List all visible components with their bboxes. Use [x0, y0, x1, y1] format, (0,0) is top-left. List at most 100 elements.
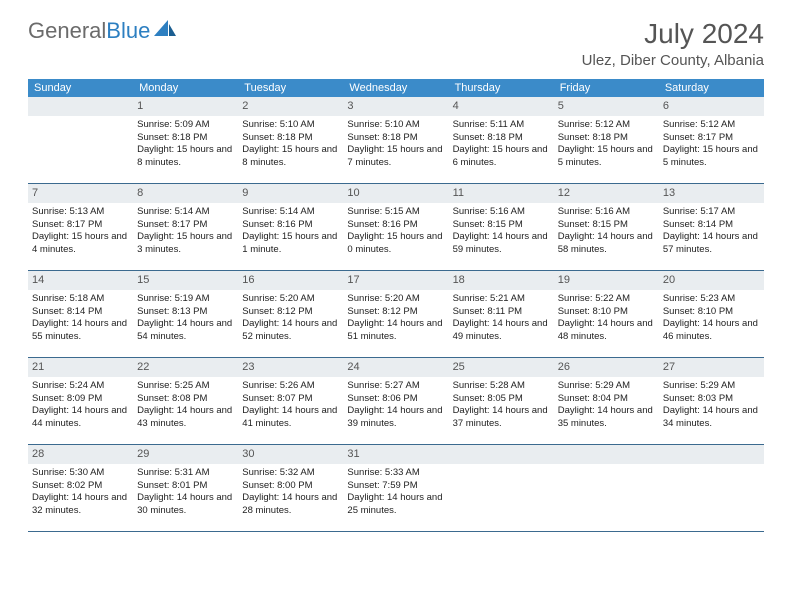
day-number: 22 — [133, 358, 238, 377]
sunrise-text: Sunrise: 5:16 AM — [558, 206, 655, 219]
sunrise-text: Sunrise: 5:24 AM — [32, 380, 129, 393]
daylight-text: Daylight: 14 hours and 37 minutes. — [453, 405, 550, 431]
sunrise-text: Sunrise: 5:32 AM — [242, 467, 339, 480]
day-cell: 13Sunrise: 5:17 AMSunset: 8:14 PMDayligh… — [659, 184, 764, 270]
logo: GeneralBlue — [28, 18, 176, 44]
day-number: 13 — [659, 184, 764, 203]
sunset-text: Sunset: 8:18 PM — [347, 132, 444, 145]
weekday-thu: Thursday — [449, 79, 554, 97]
day-cell: 24 Sunrise: 5:27 AMSunset: 8:06 PMDayligh… — [343, 358, 448, 444]
sunset-text: Sunset: 8:04 PM — [558, 393, 655, 406]
day-number: 14 — [28, 271, 133, 290]
sunrise-text: Sunrise: 5:20 AM — [242, 293, 339, 306]
day-number: 30 — [238, 445, 343, 464]
logo-text: GeneralBlue — [28, 18, 150, 44]
sunset-text: Sunset: 8:18 PM — [453, 132, 550, 145]
sunset-text: Sunset: 8:06 PM — [347, 393, 444, 406]
week-row: 1Sunrise: 5:09 AMSunset: 8:18 PMDaylight… — [28, 97, 764, 184]
daylight-text: Daylight: 15 hours and 5 minutes. — [558, 144, 655, 170]
sunset-text: Sunset: 8:14 PM — [663, 219, 760, 232]
daylight-text: Daylight: 15 hours and 8 minutes. — [242, 144, 339, 170]
day-number: 31 — [343, 445, 448, 464]
logo-text-gray: General — [28, 18, 106, 43]
day-number: 19 — [554, 271, 659, 290]
sunset-text: Sunset: 8:18 PM — [242, 132, 339, 145]
daylight-text: Daylight: 14 hours and 39 minutes. — [347, 405, 444, 431]
day-number: 6 — [659, 97, 764, 116]
sunset-text: Sunset: 8:02 PM — [32, 480, 129, 493]
day-cell: 6Sunrise: 5:12 AMSunset: 8:17 PMDaylight… — [659, 97, 764, 183]
sunset-text: Sunset: 8:13 PM — [137, 306, 234, 319]
sunset-text: Sunset: 8:14 PM — [32, 306, 129, 319]
sunrise-text: Sunrise: 5:17 AM — [663, 206, 760, 219]
day-cell: 27Sunrise: 5:29 AMSunset: 8:03 PMDayligh… — [659, 358, 764, 444]
day-cell: 15Sunrise: 5:19 AMSunset: 8:13 PMDayligh… — [133, 271, 238, 357]
day-cell: 12Sunrise: 5:16 AMSunset: 8:15 PMDayligh… — [554, 184, 659, 270]
day-cell — [28, 97, 133, 183]
day-cell — [659, 445, 764, 531]
sunset-text: Sunset: 8:16 PM — [347, 219, 444, 232]
day-number: 8 — [133, 184, 238, 203]
weekday-sat: Saturday — [659, 79, 764, 97]
day-number: 2 — [238, 97, 343, 116]
day-number: 17 — [343, 271, 448, 290]
daylight-text: Daylight: 15 hours and 1 minute. — [242, 231, 339, 257]
daylight-text: Daylight: 14 hours and 28 minutes. — [242, 492, 339, 518]
day-number: 11 — [449, 184, 554, 203]
day-number: 24 — [343, 358, 448, 377]
day-cell: 30 Sunrise: 5:32 AMSunset: 8:00 PMDayligh… — [238, 445, 343, 531]
sunrise-text: Sunrise: 5:28 AM — [453, 380, 550, 393]
day-cell — [449, 445, 554, 531]
sunset-text: Sunset: 8:17 PM — [32, 219, 129, 232]
sunrise-text: Sunrise: 5:23 AM — [663, 293, 760, 306]
week-row: 7Sunrise: 5:13 AMSunset: 8:17 PMDaylight… — [28, 184, 764, 271]
day-cell: 9Sunrise: 5:14 AMSunset: 8:16 PMDaylight… — [238, 184, 343, 270]
sunrise-text: Sunrise: 5:20 AM — [347, 293, 444, 306]
daylight-text: Daylight: 15 hours and 8 minutes. — [137, 144, 234, 170]
day-number: 7 — [28, 184, 133, 203]
daylight-text: Daylight: 14 hours and 30 minutes. — [137, 492, 234, 518]
sunrise-text: Sunrise: 5:30 AM — [32, 467, 129, 480]
day-number: 27 — [659, 358, 764, 377]
week-row: 14Sunrise: 5:18 AMSunset: 8:14 PMDayligh… — [28, 271, 764, 358]
day-cell: 17Sunrise: 5:20 AMSunset: 8:12 PMDayligh… — [343, 271, 448, 357]
sunset-text: Sunset: 8:17 PM — [663, 132, 760, 145]
sunrise-text: Sunrise: 5:27 AM — [347, 380, 444, 393]
day-number: 3 — [343, 97, 448, 116]
sunrise-text: Sunrise: 5:26 AM — [242, 380, 339, 393]
sunset-text: Sunset: 8:16 PM — [242, 219, 339, 232]
day-number: 21 — [28, 358, 133, 377]
sunrise-text: Sunrise: 5:15 AM — [347, 206, 444, 219]
weekday-sun: Sunday — [28, 79, 133, 97]
sunset-text: Sunset: 8:05 PM — [453, 393, 550, 406]
day-cell: 2Sunrise: 5:10 AMSunset: 8:18 PMDaylight… — [238, 97, 343, 183]
sunrise-text: Sunrise: 5:29 AM — [558, 380, 655, 393]
weekday-wed: Wednesday — [343, 79, 448, 97]
day-cell: 14 Sunrise: 5:18 AMSunset: 8:14 PMDayligh… — [28, 271, 133, 357]
sunrise-text: Sunrise: 5:19 AM — [137, 293, 234, 306]
sunset-text: Sunset: 8:17 PM — [137, 219, 234, 232]
daylight-text: Daylight: 14 hours and 59 minutes. — [453, 231, 550, 257]
daylight-text: Daylight: 14 hours and 32 minutes. — [32, 492, 129, 518]
daylight-text: Daylight: 14 hours and 55 minutes. — [32, 318, 129, 344]
day-number: 23 — [238, 358, 343, 377]
location: Ulez, Diber County, Albania — [582, 52, 764, 69]
day-number — [554, 445, 659, 464]
sunrise-text: Sunrise: 5:33 AM — [347, 467, 444, 480]
day-cell: 21Sunrise: 5:24 AMSunset: 8:09 PMDayligh… — [28, 358, 133, 444]
day-cell: 11Sunrise: 5:16 AMSunset: 8:15 PMDayligh… — [449, 184, 554, 270]
day-number: 28 — [28, 445, 133, 464]
sunrise-text: Sunrise: 5:11 AM — [453, 119, 550, 132]
week-row: 28Sunrise: 5:30 AMSunset: 8:02 PMDayligh… — [28, 445, 764, 532]
day-number: 20 — [659, 271, 764, 290]
daylight-text: Daylight: 14 hours and 51 minutes. — [347, 318, 444, 344]
sunrise-text: Sunrise: 5:29 AM — [663, 380, 760, 393]
sunset-text: Sunset: 8:00 PM — [242, 480, 339, 493]
daylight-text: Daylight: 14 hours and 35 minutes. — [558, 405, 655, 431]
daylight-text: Daylight: 14 hours and 46 minutes. — [663, 318, 760, 344]
daylight-text: Daylight: 14 hours and 54 minutes. — [137, 318, 234, 344]
daylight-text: Daylight: 14 hours and 41 minutes. — [242, 405, 339, 431]
day-cell: 16Sunrise: 5:20 AMSunset: 8:12 PMDayligh… — [238, 271, 343, 357]
sunrise-text: Sunrise: 5:14 AM — [242, 206, 339, 219]
sunrise-text: Sunrise: 5:18 AM — [32, 293, 129, 306]
